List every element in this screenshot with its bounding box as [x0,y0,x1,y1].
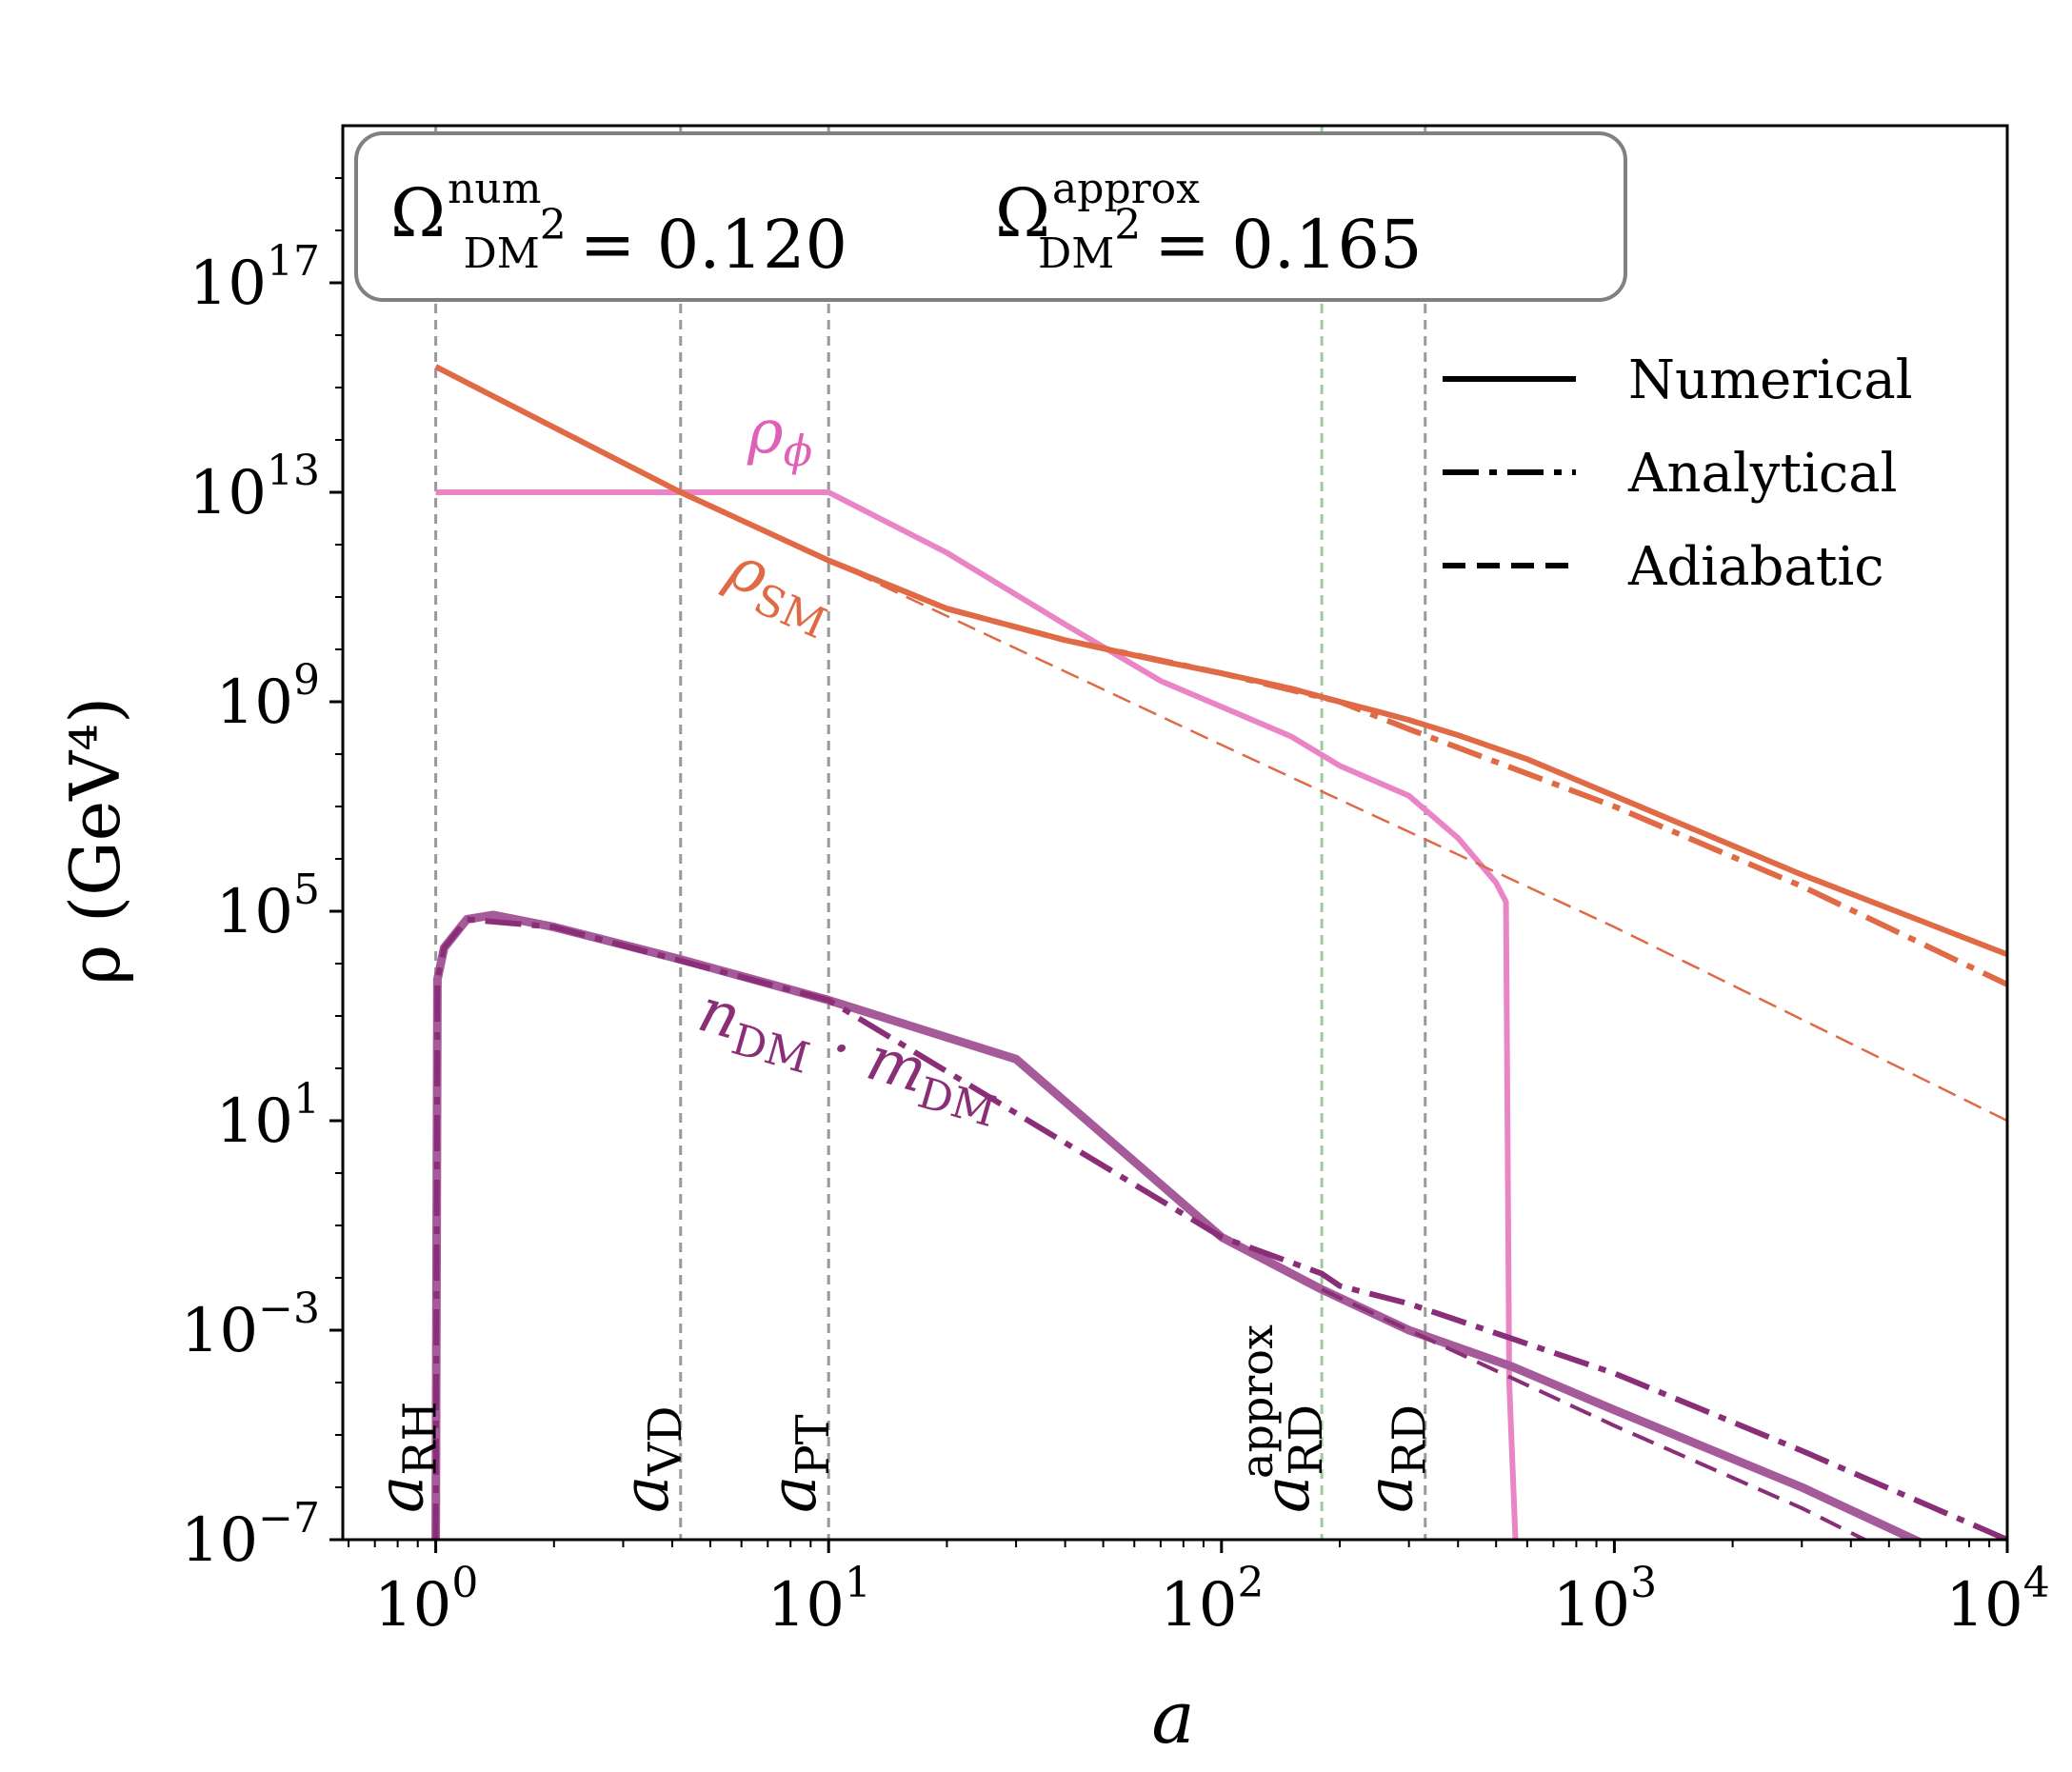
x-tick-base: 10 [767,1570,844,1641]
legend-analytical-label: Analytical [1627,443,1898,505]
legend: Numerical Analytical Adiabatic [1443,349,1913,598]
vline-label-main: a [757,1476,830,1513]
vline-label-a_VD: aVD [609,1405,692,1513]
vline-label-sub: VD [639,1405,692,1476]
vline-label-a_RD_approx: aRDapprox [1231,1324,1333,1513]
curve-labels: ρϕ ρSM nDM · mDM [688,397,1009,1137]
y-tick-label: 1013 [189,447,320,528]
omega-annotation: Ωnum DM2 = 0.120 Ωapprox DM2 = 0.165 [354,131,1627,302]
y-tick-base: 10 [181,1296,258,1366]
plot-frame [341,124,2009,1542]
curve-label-sub: DM [727,1014,815,1084]
omega-annotation-frame [354,131,1627,302]
omega-num-h-exp: 2 [540,201,567,249]
vline-label-a_PT: aPT [757,1414,840,1513]
x-tick-base: 10 [1553,1570,1630,1641]
curve-label-rho_sm: ρSM [713,532,846,649]
curve-label-n_dm: nDM · mDM [688,975,1009,1137]
y-tick-exponent: −3 [258,1284,320,1333]
y-tick-label: 10−7 [181,1494,320,1576]
vline-label-main: a [609,1476,683,1513]
omega-approx-value: = 0.165 [1154,206,1422,284]
series-rho-phi-numerical [435,489,1519,1540]
series-n-dm-m-dm-adiabatic [1321,1287,1869,1540]
x-tick-base: 10 [374,1570,451,1641]
y-tick-base: 10 [189,249,267,319]
x-tick-exponent: 3 [1630,1559,1657,1607]
vline-label-sub: RH [394,1402,448,1476]
curve-label-main: ρ [747,397,784,468]
series-rho-sm-adiabatic [827,559,2007,1123]
vline-label-sub: RD [1384,1404,1437,1476]
vline-label-a_RH: aRH [365,1402,448,1513]
legend-adiabatic-label: Adiabatic [1627,536,1884,598]
series-n-dm-m-dm-analytical [432,916,2007,1540]
y-tick-exponent: 1 [293,1075,320,1124]
vline-label-sub: PT [787,1414,840,1475]
x-tick-base: 10 [1160,1570,1237,1641]
omega-num-value: = 0.120 [580,206,847,284]
vline-label-main: a [1354,1476,1427,1513]
vline-label-main: a [1250,1476,1324,1513]
y-tick-label: 105 [216,866,320,947]
curve-label-rho_phi: ρϕ [747,397,812,476]
omega-num-sub: DM [463,229,539,278]
y-tick-label: 109 [216,656,320,738]
y-tick-exponent: 9 [293,656,320,705]
omega-approx-symbol: Ω [995,174,1050,252]
curve-label-sub: ϕ [784,426,813,476]
vline-label-sup: approx [1231,1324,1283,1479]
y-tick-base: 10 [216,1086,293,1157]
x-tick-exponent: 0 [451,1559,478,1607]
vline-label-a_RD: aRD [1354,1404,1437,1513]
y-axis-label: ρ (GeV⁴) [55,697,135,985]
omega-approx-sub: DM [1038,229,1114,278]
y-tick-base: 10 [189,458,267,528]
x-tick-label: 101 [767,1559,870,1641]
x-tick-label: 103 [1553,1559,1657,1641]
x-tick-exponent: 4 [2023,1559,2050,1607]
omega-num-text: Ωnum DM2 = 0.120 [390,165,847,284]
omega-num-symbol: Ω [390,174,446,252]
x-tick-exponent: 2 [1238,1559,1265,1607]
y-tick-base: 10 [216,877,293,947]
series-layer [431,364,2007,1540]
y-tick-exponent: 13 [267,447,320,495]
reference-lines [434,126,1427,1540]
curve-label-sub2: DM [912,1067,1001,1137]
y-tick-label: 10−3 [181,1284,320,1366]
y-tick-exponent: −7 [258,1494,320,1543]
x-tick-label: 102 [1160,1559,1264,1641]
legend-numerical-label: Numerical [1628,349,1913,411]
vline-label-sub: RD [1280,1404,1333,1476]
y-tick-exponent: 5 [293,866,320,914]
y-tick-base: 10 [216,667,293,738]
omega-approx-text: Ωapprox DM2 = 0.165 [995,165,1423,284]
x-tick-label: 100 [374,1559,478,1641]
series-rho-sm-analytical [827,557,2007,987]
omega-approx-h-exp: 2 [1114,201,1141,249]
x-tick-label: 104 [1945,1559,2049,1641]
omega-approx-sup: approx [1052,165,1200,213]
y-tick-base: 10 [181,1505,258,1576]
vline-label-main: a [365,1476,438,1513]
y-tick-exponent: 17 [267,237,320,286]
y-tick-label: 101 [216,1075,320,1157]
omega-num-sup: num [448,165,541,213]
x-axis-label: a [1151,1675,1194,1760]
x-tick-exponent: 1 [845,1559,871,1607]
y-tick-label: 1017 [189,237,320,319]
curve-label-mid: · m [804,1007,934,1107]
x-tick-base: 10 [1945,1570,2022,1641]
